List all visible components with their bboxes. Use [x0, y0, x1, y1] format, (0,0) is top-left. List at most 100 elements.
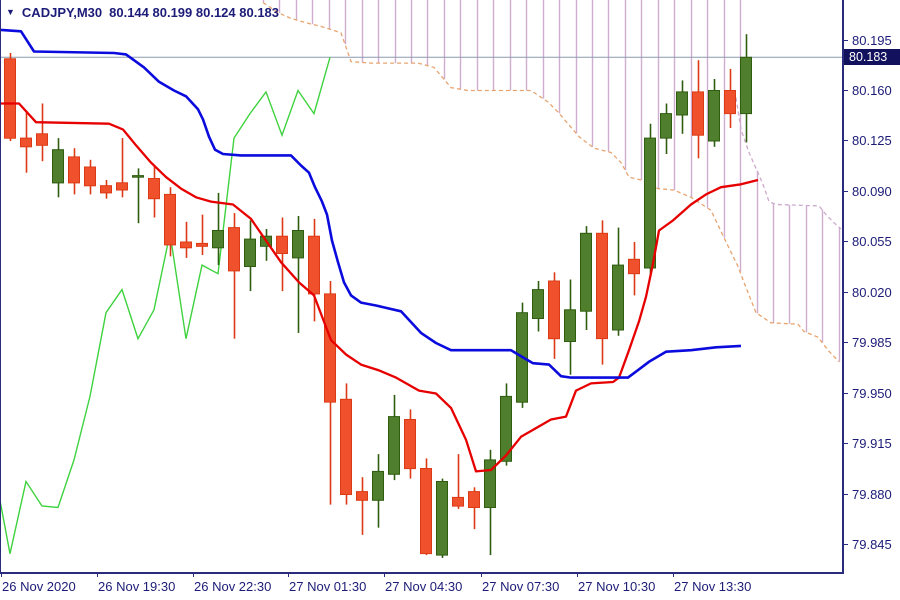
- candles: [4, 34, 752, 558]
- bearish-candle: [548, 272, 560, 359]
- price-tick-mark: [843, 140, 848, 141]
- bearish-candle: [356, 477, 368, 535]
- bullish-candle: [244, 220, 256, 292]
- bullish-candle: [212, 192, 224, 266]
- time-tick-mark: [288, 572, 289, 577]
- time-scale-label: 27 Nov 13:30: [674, 579, 752, 594]
- senkou-span-a-line: [262, 1, 840, 363]
- time-tick-mark: [577, 572, 578, 577]
- bearish-candle: [724, 68, 736, 128]
- bullish-candle: [532, 281, 544, 332]
- price-tick-mark: [843, 241, 848, 242]
- chikou-span-line: [1, 57, 331, 554]
- kijun-sen-line: [1, 28, 742, 379]
- price-tick-mark: [843, 40, 848, 41]
- bearish-candle: [36, 103, 48, 162]
- bearish-candle: [116, 138, 128, 198]
- bearish-candle: [404, 409, 416, 479]
- bullish-candle: [644, 123, 656, 274]
- time-tick-mark: [384, 572, 385, 577]
- price-scale[interactable]: 80.195 80.160 80.125 80.090 80.055 80.020 79.9…: [843, 0, 900, 572]
- price-tick-mark: [843, 191, 848, 192]
- bullish-candle: [564, 279, 576, 375]
- price-scale-label: 79.950: [843, 386, 900, 401]
- bearish-candle: [228, 213, 240, 339]
- time-scale-label: 26 Nov 22:30: [194, 579, 272, 594]
- price-scale-label: 79.880: [843, 487, 900, 502]
- bearish-candle: [468, 487, 480, 530]
- time-axis-border: [0, 572, 844, 574]
- time-scale-label: 26 Nov 2020: [2, 579, 76, 594]
- price-scale-label: 80.055: [843, 234, 900, 249]
- time-scale-label: 26 Nov 19:30: [98, 579, 176, 594]
- bullish-candle: [388, 394, 400, 481]
- bearish-candle: [20, 110, 32, 173]
- bearish-candle: [68, 148, 80, 195]
- bullish-candle: [676, 80, 688, 134]
- bearish-candle: [196, 214, 208, 255]
- chart-title: ▼ CADJPY,M30 80.144 80.199 80.124 80.183: [6, 5, 279, 20]
- price-scale-label: 79.915: [843, 436, 900, 451]
- price-axis-border: [842, 0, 844, 574]
- price-scale-label: 80.195: [843, 33, 900, 48]
- bullish-candle: [52, 138, 64, 198]
- bearish-candle: [340, 383, 352, 505]
- price-tick-mark: [843, 393, 848, 394]
- price-tick-mark: [843, 342, 848, 343]
- chart-canvas[interactable]: ▼ CADJPY,M30 80.144 80.199 80.124 80.183: [0, 0, 844, 572]
- time-scale-label: 27 Nov 01:30: [289, 579, 367, 594]
- price-scale-label: 80.090: [843, 184, 900, 199]
- time-tick-mark: [673, 572, 674, 577]
- time-tick-mark: [1, 572, 2, 577]
- current-price-badge: 80.183: [844, 49, 900, 65]
- bullish-candle: [500, 383, 512, 466]
- bearish-candle: [164, 187, 176, 257]
- tenkan-sen-line: [1, 102, 759, 473]
- bullish-candle: [372, 454, 384, 528]
- bearish-candle: [100, 180, 112, 199]
- price-tick-mark: [843, 494, 848, 495]
- bearish-candle: [180, 221, 192, 258]
- bearish-candle: [276, 217, 288, 292]
- candlestick-chart[interactable]: [1, 0, 844, 572]
- bullish-candle: [580, 226, 592, 330]
- bullish-candle: [132, 168, 144, 224]
- senkou-span-b-line: [735, 97, 842, 230]
- price-scale-label: 79.985: [843, 335, 900, 350]
- bullish-candle: [484, 449, 496, 556]
- bearish-candle: [4, 53, 16, 141]
- price-scale-label: 80.125: [843, 133, 900, 148]
- price-tick-mark: [843, 90, 848, 91]
- bearish-candle: [628, 242, 640, 296]
- time-tick-mark: [97, 572, 98, 577]
- bullish-candle: [708, 79, 720, 147]
- time-scale-label: 27 Nov 04:30: [385, 579, 463, 594]
- bearish-candle: [452, 454, 464, 509]
- bullish-candle: [660, 103, 672, 154]
- bullish-candle: [612, 227, 624, 336]
- bullish-candle: [740, 34, 752, 143]
- price-tick-mark: [843, 544, 848, 545]
- time-tick-mark: [193, 572, 194, 577]
- time-scale[interactable]: 26 Nov 2020 26 Nov 19:30 26 Nov 22:30 27 No…: [0, 572, 900, 600]
- price-scale-label: 79.845: [843, 537, 900, 552]
- symbol-timeframe-label: CADJPY,M30: [21, 5, 103, 20]
- price-scale-label: 80.020: [843, 285, 900, 300]
- price-tick-mark: [843, 292, 848, 293]
- ichimoku-cloud-hatch: [262, 0, 841, 362]
- bullish-candle: [436, 478, 448, 558]
- price-tick-mark: [843, 443, 848, 444]
- price-scale-label: 80.160: [843, 83, 900, 98]
- time-tick-mark: [481, 572, 482, 577]
- bearish-candle: [148, 167, 160, 218]
- ohlc-values-label: 80.144 80.199 80.124 80.183: [109, 5, 280, 20]
- time-scale-label: 27 Nov 10:30: [578, 579, 656, 594]
- collapse-indicator-icon[interactable]: ▼: [6, 7, 15, 17]
- bearish-candle: [84, 159, 96, 195]
- time-scale-label: 27 Nov 07:30: [482, 579, 560, 594]
- bearish-candle: [324, 281, 336, 505]
- bearish-candle: [692, 60, 704, 159]
- bullish-candle: [292, 216, 304, 333]
- bearish-candle: [596, 220, 608, 365]
